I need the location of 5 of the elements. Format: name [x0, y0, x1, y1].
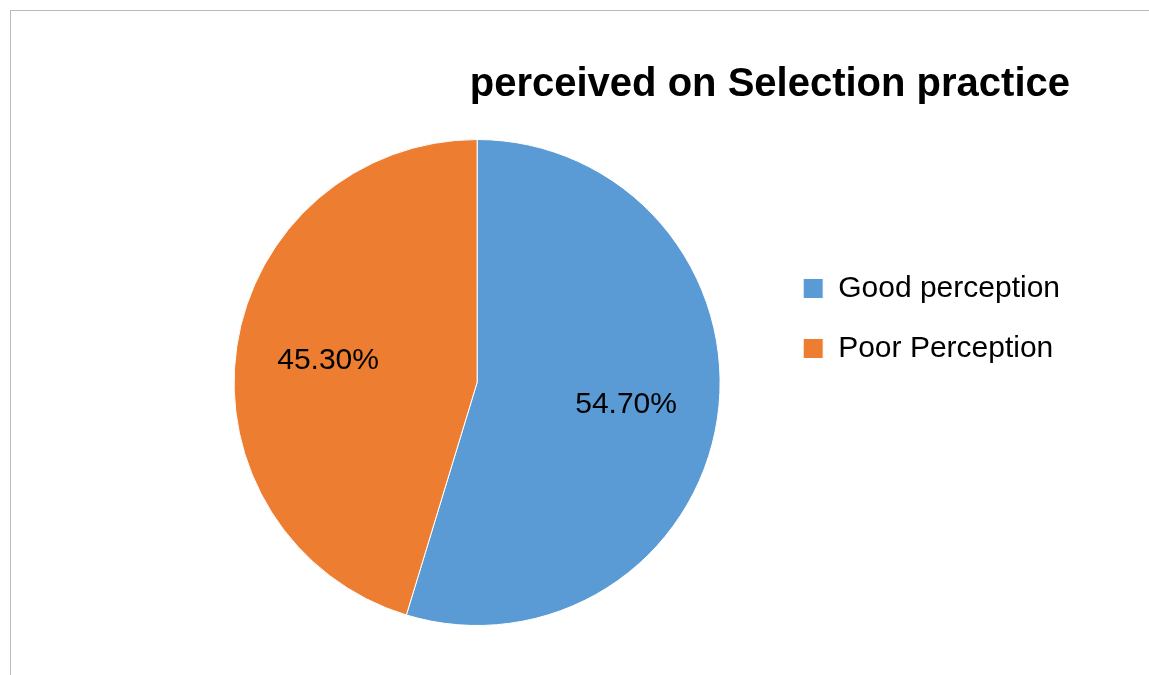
data-label: 54.70%	[575, 385, 677, 419]
data-label: 45.30%	[277, 341, 379, 375]
chart-title: perceived on Selection practice	[469, 60, 1070, 105]
legend-label: Good perception	[838, 269, 1061, 303]
legend-label: Poor Perception	[838, 329, 1054, 363]
